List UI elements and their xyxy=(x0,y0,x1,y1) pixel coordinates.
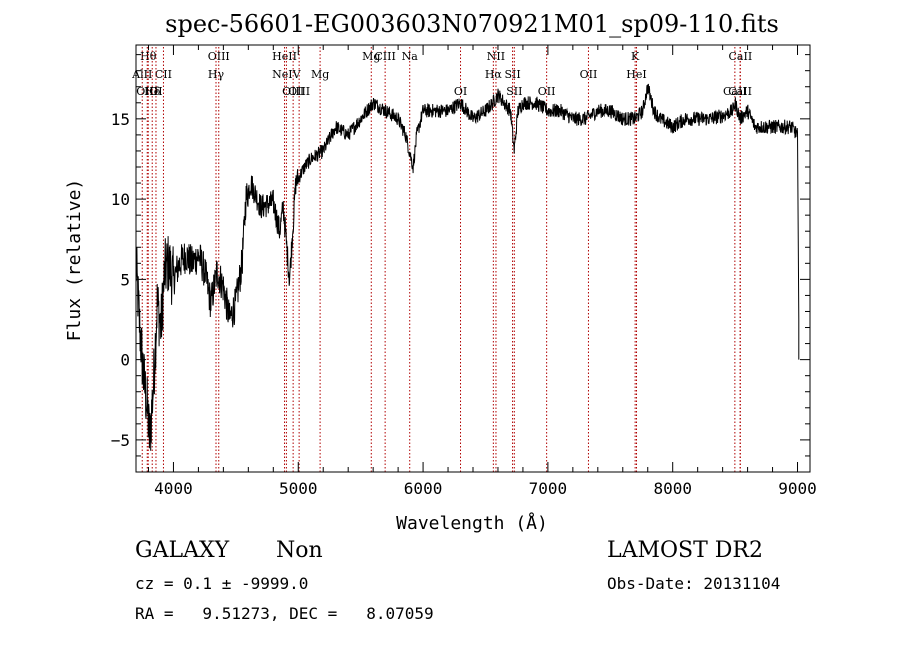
x-tick-label: 8000 xyxy=(653,479,692,498)
line-marker-label: K xyxy=(631,50,640,63)
line-marker-label: OIII xyxy=(282,85,304,98)
line-marker-label: OIII xyxy=(136,85,158,98)
line-marker-label: OI xyxy=(149,85,162,98)
y-tick-label: −5 xyxy=(111,431,130,450)
line-marker-label: OII xyxy=(538,85,556,98)
x-tick-label: 6000 xyxy=(404,479,443,498)
line-marker-label: CII xyxy=(155,68,172,81)
line-marker-label: SII xyxy=(504,68,520,81)
line-marker-label: CIII xyxy=(374,50,395,63)
line-marker-label: OI xyxy=(454,85,467,98)
line-marker-label: SII xyxy=(506,85,522,98)
object-class: GALAXY xyxy=(135,538,230,563)
line-marker-label: AlII xyxy=(131,68,152,81)
line-marker-label: CaII xyxy=(728,85,752,98)
y-tick-label: 0 xyxy=(120,351,130,370)
line-marker-label: NeIV xyxy=(272,68,301,81)
y-axis-label: Flux (relative) xyxy=(64,179,85,342)
line-marker-label: OII xyxy=(580,68,598,81)
line-marker-label: OIII xyxy=(288,85,310,98)
x-tick-label: 7000 xyxy=(529,479,568,498)
y-tick-label: 15 xyxy=(111,110,130,129)
object-subclass: Non xyxy=(276,538,323,563)
redshift-line: cz = 0.1 ± -9999.0 xyxy=(135,574,309,593)
x-tick-label: 5000 xyxy=(279,479,318,498)
line-marker-label: NII xyxy=(487,50,505,63)
plot-frame xyxy=(135,44,811,473)
line-marker-label: CaII xyxy=(723,85,747,98)
line-marker-label: Na xyxy=(402,50,419,63)
line-marker-label: HeI xyxy=(626,68,646,81)
coordinates: RA = 9.51273, DEC = 8.07059 xyxy=(135,604,434,623)
line-marker-label: OIII xyxy=(208,50,230,63)
line-marker-label: Hγ xyxy=(208,68,225,81)
spectrum-line xyxy=(135,83,800,451)
line-marker-label: HeII xyxy=(272,50,297,63)
survey-name: LAMOST DR2 xyxy=(607,538,763,563)
line-marker-label: Hθ xyxy=(140,50,157,63)
x-tick-label: 4000 xyxy=(154,479,193,498)
x-tick-label: 9000 xyxy=(778,479,817,498)
line-marker-label: Hδ xyxy=(144,85,161,98)
line-marker-label: Mg xyxy=(362,50,380,63)
line-marker-label: Hα xyxy=(485,68,503,81)
chart-title: spec-56601-EG003603N070921M01_sp09-110.f… xyxy=(165,10,779,38)
obs-date: Obs-Date: 20131104 xyxy=(607,574,781,593)
x-axis-label: Wavelength (Å) xyxy=(396,512,548,534)
y-tick-label: 10 xyxy=(111,190,130,209)
line-marker-label: Mg xyxy=(311,68,329,81)
axis-ticks: 4000 5000 6000 7000 8000 9000 −5 0 5 10 15 xyxy=(111,45,817,498)
y-tick-label: 5 xyxy=(120,270,130,289)
line-marker-label: CaII xyxy=(729,50,753,63)
